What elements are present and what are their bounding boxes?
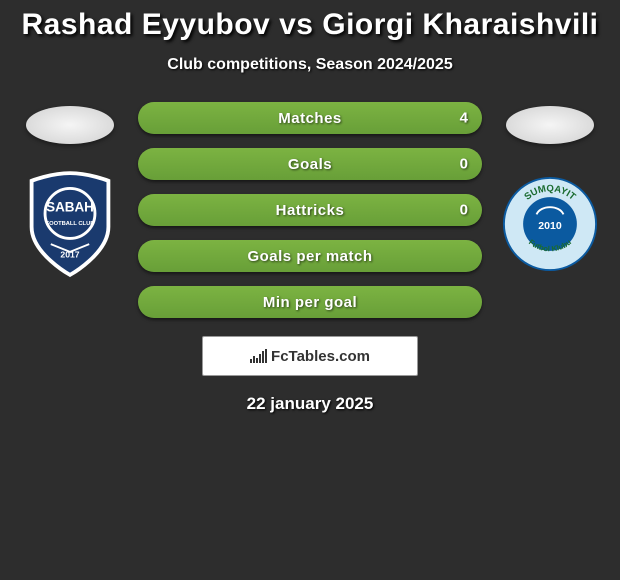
player-left-photo <box>26 106 114 144</box>
sumqayit-logo-icon: SUMQAYIT Futbol Klubu 2010 <box>502 176 598 272</box>
comparison-card: Rashad Eyyubov vs Giorgi Kharaishvili Cl… <box>0 0 620 414</box>
stat-row-hattricks: Hattricks 0 <box>138 194 482 226</box>
stat-label: Goals <box>288 156 332 173</box>
stat-row-goals-per-match: Goals per match <box>138 240 482 272</box>
player-right-photo <box>506 106 594 144</box>
stat-label: Matches <box>278 110 342 127</box>
brand-box[interactable]: FcTables.com <box>202 336 418 376</box>
player-left: SABAH FOOTBALL CLUB 2017 <box>20 102 120 280</box>
club-logo-right: SUMQAYIT Futbol Klubu 2010 <box>500 168 600 280</box>
subtitle: Club competitions, Season 2024/2025 <box>0 56 620 74</box>
sabah-logo-icon: SABAH FOOTBALL CLUB 2017 <box>22 169 118 279</box>
stats-column: Matches 4 Goals 0 Hattricks 0 Goals per … <box>138 102 482 318</box>
brand-label: FcTables.com <box>271 348 370 365</box>
stat-label: Goals per match <box>247 248 372 265</box>
club-logo-left: SABAH FOOTBALL CLUB 2017 <box>20 168 120 280</box>
main-row: SABAH FOOTBALL CLUB 2017 Matches 4 Goals… <box>0 102 620 318</box>
stat-right-value: 0 <box>460 156 468 173</box>
date-label: 22 january 2025 <box>0 394 620 414</box>
stat-right-value: 4 <box>460 110 468 127</box>
sumqayit-year: 2010 <box>538 220 562 232</box>
svg-text:SABAH: SABAH <box>46 200 94 215</box>
stat-label: Hattricks <box>276 202 345 219</box>
stat-row-matches: Matches 4 <box>138 102 482 134</box>
stat-row-min-per-goal: Min per goal <box>138 286 482 318</box>
page-title: Rashad Eyyubov vs Giorgi Kharaishvili <box>0 8 620 42</box>
stat-row-goals: Goals 0 <box>138 148 482 180</box>
stat-label: Min per goal <box>263 294 357 311</box>
bar-chart-icon <box>250 349 267 363</box>
stat-right-value: 0 <box>460 202 468 219</box>
player-right: SUMQAYIT Futbol Klubu 2010 <box>500 102 600 280</box>
svg-text:FOOTBALL CLUB: FOOTBALL CLUB <box>46 221 95 227</box>
